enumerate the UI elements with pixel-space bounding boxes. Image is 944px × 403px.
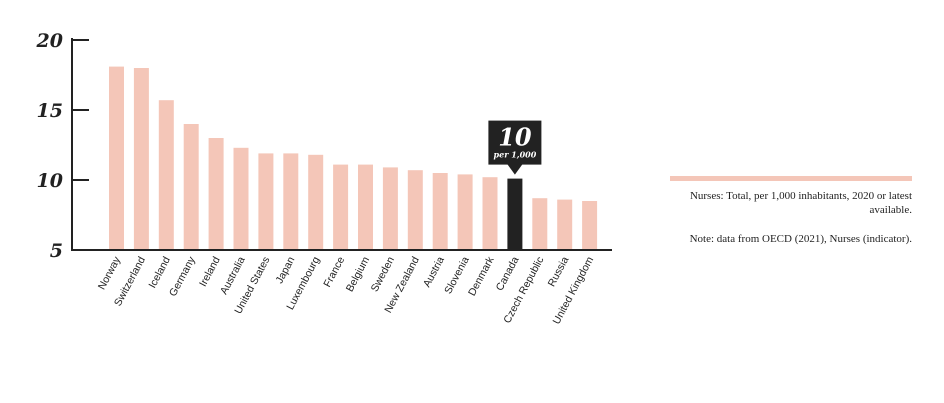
bar-united-states	[258, 153, 274, 249]
bar-luxembourg	[308, 154, 324, 249]
callout-box	[488, 120, 542, 165]
bar-new-zealand	[407, 170, 423, 249]
bar-canada	[507, 178, 523, 249]
bar-belgium	[358, 164, 373, 249]
bar-germany	[183, 124, 199, 249]
x-tick-label: Iceland	[146, 255, 173, 291]
y-tick-label: 10	[37, 170, 63, 192]
y-tick-label: 20	[36, 30, 63, 52]
callout-pointer	[506, 163, 523, 175]
bar-czech-republic	[532, 198, 548, 249]
data-source-note: Note: data from OECD (2021), Nurses (ind…	[689, 232, 912, 245]
bar-slovenia	[457, 174, 473, 249]
x-tick-label: Norway	[96, 254, 124, 292]
bar-austria	[432, 173, 448, 249]
x-tick-label: Russia	[546, 255, 572, 289]
y-axis: 5 10 15 20	[36, 30, 612, 262]
x-tick-label: France	[321, 255, 347, 290]
callout-value: 10	[498, 123, 532, 152]
highlight-callout: 10 per 1,000	[488, 120, 542, 175]
bar-denmark	[482, 177, 498, 249]
y-tick-label: 5	[50, 240, 63, 262]
bar-japan	[283, 153, 299, 249]
x-tick-label: Canada	[494, 255, 522, 293]
bar-ireland	[208, 138, 224, 249]
x-tick-label: Ireland	[197, 255, 223, 289]
bar-iceland	[158, 100, 174, 249]
x-tick-label: Austria	[421, 255, 447, 290]
bar-russia	[557, 199, 573, 249]
bar-australia	[233, 147, 249, 249]
side-note: Nurses: Total, per 1,000 inhabitants, 20…	[670, 176, 912, 246]
x-tick-label: Japan	[273, 255, 297, 286]
bar-france	[333, 164, 349, 249]
bar-switzerland	[133, 68, 149, 249]
bar-sweden	[382, 167, 398, 249]
bar-united-kingdom	[582, 201, 598, 249]
bar-norway	[109, 66, 124, 249]
bars	[109, 66, 598, 249]
chart-description: Nurses: Total, per 1,000 inhabitants, 20…	[689, 190, 912, 217]
y-tick-label: 15	[37, 100, 63, 122]
callout-unit: per 1,000	[494, 150, 537, 160]
